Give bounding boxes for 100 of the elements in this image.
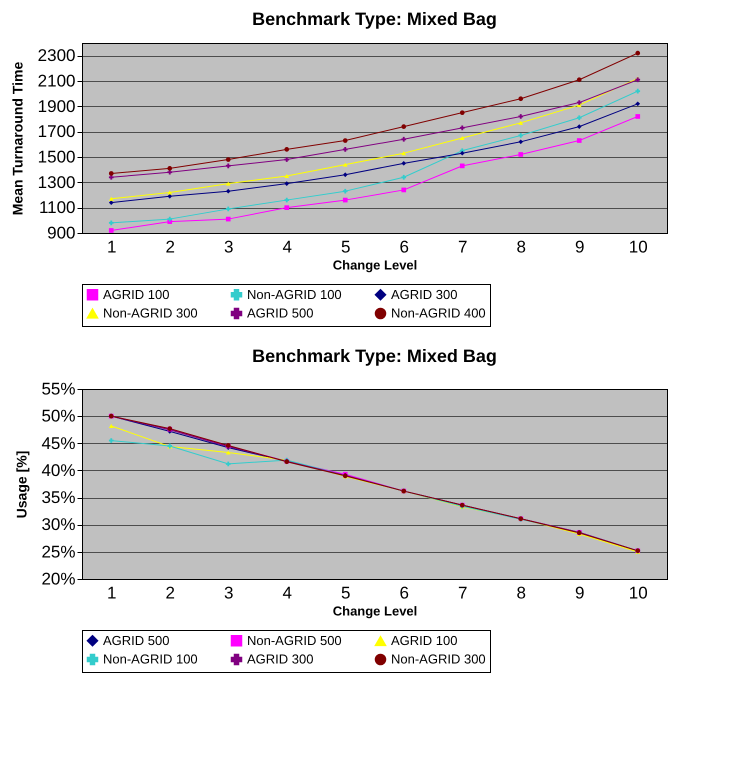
legend-label: AGRID 300 — [247, 652, 314, 666]
point — [226, 182, 231, 186]
x-tick-label: 4 — [282, 584, 292, 602]
point — [518, 96, 524, 102]
y-tick-label: 30% — [41, 515, 76, 534]
x-tick-label: 8 — [516, 584, 526, 602]
x-tick-label: 9 — [575, 238, 584, 256]
point — [460, 164, 465, 168]
point — [518, 114, 524, 119]
point — [284, 181, 290, 186]
point — [226, 206, 231, 212]
point — [342, 198, 348, 202]
point — [635, 88, 640, 94]
y-tick-label: 1100 — [38, 198, 76, 218]
legend-label: AGRID 300 — [391, 286, 458, 302]
y-tick-label: 2300 — [38, 46, 76, 66]
point — [342, 138, 348, 143]
point — [284, 147, 290, 152]
point — [108, 200, 114, 205]
y-tick-label: 1700 — [38, 122, 76, 142]
point — [460, 110, 465, 116]
x-tick-label: 10 — [628, 238, 648, 256]
point — [460, 126, 465, 130]
y-tick-label: 45% — [41, 434, 76, 453]
point — [167, 166, 172, 171]
y-tick-label: 1300 — [38, 172, 76, 192]
x-axis-title: Change Level — [332, 604, 418, 618]
point — [342, 162, 348, 167]
legend-label: AGRID 500 — [103, 632, 170, 648]
x-tick-label: 5 — [341, 584, 350, 602]
y-tick-label: 900 — [47, 224, 76, 242]
point — [108, 424, 114, 428]
legend-label: AGRID 100 — [103, 286, 170, 302]
point — [226, 164, 231, 168]
point — [284, 198, 290, 202]
x-tick-label: 6 — [400, 238, 409, 256]
chart-title: Benchmark Type: Mixed Bag — [252, 9, 497, 29]
x-tick-label: 3 — [224, 238, 234, 256]
point — [108, 171, 114, 176]
point — [108, 196, 114, 201]
legend-label: Non-AGRID 100 — [247, 286, 342, 302]
y-tick-label: 2100 — [38, 72, 76, 90]
point — [108, 228, 114, 233]
chart-title: Benchmark Type: Mixed Bag — [252, 346, 497, 366]
point — [635, 114, 640, 119]
x-tick-label: 5 — [341, 238, 350, 256]
y-axis-title: Mean Turnaround Time — [10, 62, 26, 216]
point — [635, 50, 640, 56]
y-tick-label: 25% — [41, 542, 76, 562]
point — [284, 174, 290, 178]
point — [108, 220, 114, 226]
x-tick-label: 7 — [458, 238, 468, 256]
legend-label: Non-AGRID 300 — [103, 306, 198, 320]
y-tick-label: 40% — [41, 460, 76, 480]
legend-label: Non-AGRID 300 — [391, 652, 486, 666]
legend-label: Non-AGRID 400 — [391, 306, 486, 320]
y-tick-label: 35% — [41, 488, 76, 508]
point — [576, 138, 582, 143]
y-tick-label: 20% — [41, 570, 76, 588]
x-tick-label: 7 — [458, 584, 468, 602]
x-tick-label: 1 — [107, 238, 116, 256]
legend-label: Non-AGRID 500 — [247, 632, 342, 648]
point — [518, 133, 524, 138]
point — [108, 438, 114, 443]
x-tick-label: 2 — [166, 584, 175, 602]
point — [226, 188, 231, 194]
point — [460, 136, 465, 140]
y-tick-label: 55% — [41, 380, 76, 398]
legend-label: Non-AGRID 100 — [103, 652, 198, 666]
point — [518, 120, 524, 125]
point — [518, 139, 524, 144]
x-tick-label: 10 — [628, 584, 648, 602]
point — [284, 157, 290, 162]
point — [518, 152, 524, 157]
point — [635, 101, 640, 106]
x-tick-label: 2 — [166, 238, 175, 256]
point — [401, 188, 406, 192]
y-tick-label: 1500 — [38, 148, 76, 166]
point — [226, 216, 231, 222]
point — [226, 157, 231, 162]
legend-label: AGRID 500 — [247, 306, 314, 320]
x-axis-title: Change Level — [332, 258, 418, 272]
point — [576, 77, 582, 82]
y-tick-label: 1900 — [38, 96, 76, 116]
x-tick-label: 6 — [400, 584, 409, 602]
y-axis-title: Usage [%] — [13, 450, 30, 518]
point — [167, 190, 172, 194]
y-tick-label: 50% — [41, 406, 76, 426]
point — [460, 150, 465, 156]
legend-label: AGRID 100 — [391, 633, 458, 648]
point — [226, 462, 231, 466]
point — [342, 172, 348, 178]
point — [401, 160, 406, 166]
point — [226, 450, 231, 455]
x-tick-label: 3 — [224, 584, 234, 602]
point — [342, 147, 348, 152]
x-tick-label: 4 — [282, 238, 292, 256]
x-tick-label: 9 — [575, 584, 584, 602]
point — [284, 205, 290, 210]
point — [576, 100, 582, 105]
